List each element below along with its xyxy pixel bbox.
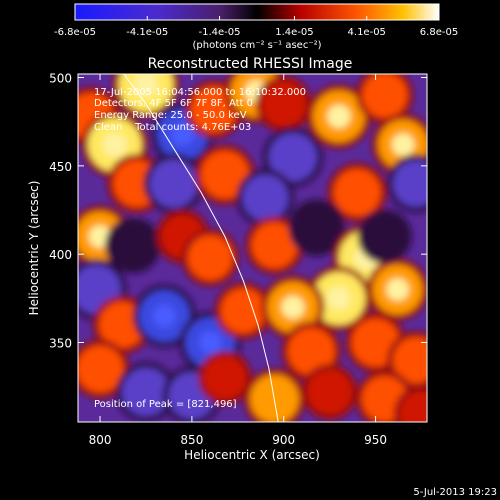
intensity-blob-core — [102, 132, 127, 157]
intensity-blob — [307, 369, 352, 414]
colorbar-ticks: -6.8e-05 -4.1e-05 -1.4e-05 1.4e-05 4.1e-05 6.… — [54, 16, 458, 38]
y-tick-label: 500 — [49, 72, 72, 86]
intensity-blob-core — [386, 278, 409, 301]
y-tick-label: 450 — [49, 160, 72, 174]
y-axis-label: Heliocentric Y (arcsec) — [27, 181, 41, 316]
chart-title: Reconstructed RHESSI Image — [148, 56, 353, 72]
intensity-map — [78, 74, 427, 422]
intensity-blob — [187, 235, 233, 281]
intensity-blob — [268, 133, 317, 182]
intensity-blob — [392, 160, 427, 207]
intensity-blob — [363, 215, 406, 258]
intensity-blob-core — [281, 295, 305, 319]
plot-frame — [77, 73, 428, 423]
intensity-blob — [242, 174, 289, 221]
annotation-detectors: Detectors: 4F 5F 6F 7F 8F, Att 0 — [94, 98, 253, 109]
intensity-blob — [261, 82, 306, 127]
x-tick-label: 850 — [180, 433, 203, 447]
intensity-blob-core — [171, 122, 195, 146]
solar-limb-curve — [123, 74, 279, 422]
intensity-blob — [392, 337, 427, 384]
y-tick-label: 400 — [49, 248, 72, 262]
colorbar-tick-label: 6.8e-05 — [420, 27, 458, 38]
x-tick-label: 950 — [364, 433, 387, 447]
x-axis-label: Heliocentric X (arcsec) — [184, 448, 320, 462]
intensity-blob — [203, 356, 246, 399]
intensity-blob-core — [326, 286, 351, 311]
y-axis-ticks: 350 400 450 500 — [49, 72, 427, 351]
intensity-blob-core — [133, 74, 159, 97]
intensity-blob — [149, 159, 198, 208]
annotation-energy: Energy Range: 25.0 - 50.0 keV — [94, 110, 247, 121]
colorbar-tick-label: -6.8e-05 — [54, 27, 96, 38]
intensity-blob-core — [391, 133, 415, 156]
y-tick-label: 350 — [49, 337, 72, 351]
colorbar-tick-label: -4.1e-05 — [126, 27, 168, 38]
colorbar — [74, 3, 440, 21]
intensity-blob — [111, 223, 156, 268]
colorbar-tick-label: 1.4e-05 — [275, 27, 313, 38]
intensity-blob-core — [327, 104, 351, 129]
colorbar-tick-label: 4.1e-05 — [348, 27, 386, 38]
x-tick-label: 900 — [272, 433, 295, 447]
annotation-clean: Clean Total counts: 4.76E+03 — [94, 122, 251, 133]
intensity-blob — [287, 327, 335, 375]
intensity-blob — [251, 222, 298, 269]
footer-timestamp: 5-Jul-2013 19:23 — [413, 487, 497, 498]
x-axis-ticks: 800 850 900 950 — [89, 74, 387, 447]
intensity-blob — [78, 345, 124, 393]
intensity-blob — [294, 205, 340, 251]
intensity-blob-core — [199, 331, 222, 354]
annotation-time: 17-Jul-2005 16:04:56.000 to 16:10:32.000 — [94, 87, 306, 98]
intensity-blob — [399, 391, 427, 422]
x-tick-label: 800 — [89, 433, 112, 447]
intensity-blob — [200, 150, 249, 199]
intensity-blob — [121, 367, 170, 416]
colorbar-tick-label: -1.4e-05 — [199, 27, 241, 38]
intensity-blob — [333, 168, 381, 216]
intensity-blob — [362, 74, 408, 118]
intensity-blob-core — [152, 304, 176, 328]
intensity-blob — [220, 288, 266, 334]
peak-position-label: Position of Peak = [821,496] — [94, 399, 237, 410]
colorbar-units: (photons cm⁻² s⁻¹ asec⁻²) — [192, 40, 321, 51]
